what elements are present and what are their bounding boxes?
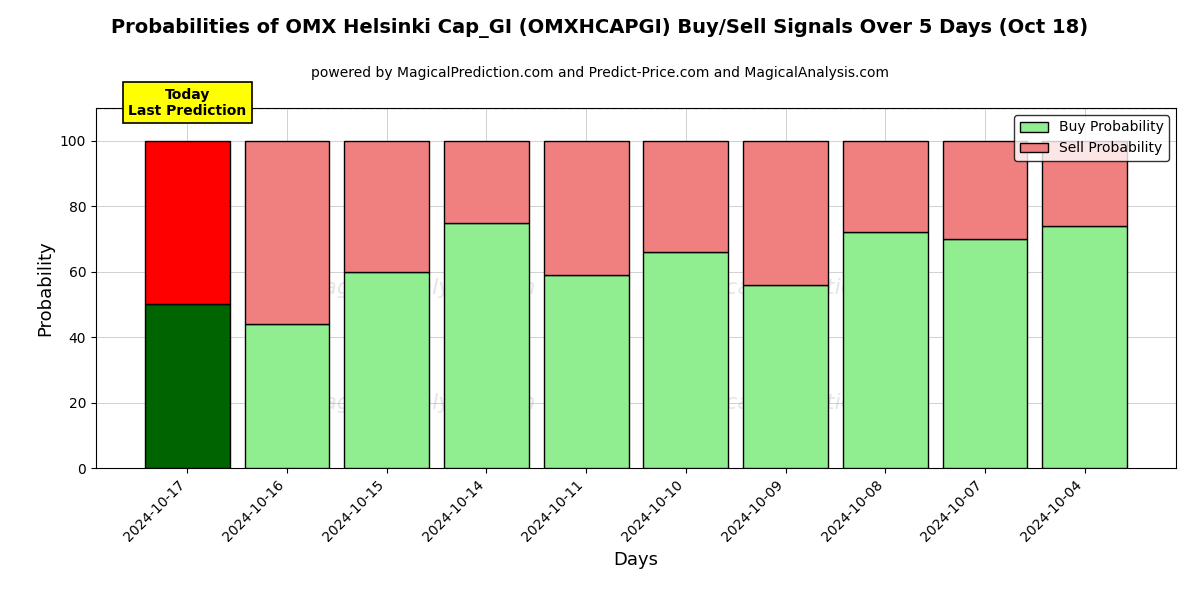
Bar	[245, 141, 330, 324]
Bar	[145, 304, 230, 468]
Y-axis label: Probability: Probability	[36, 240, 54, 336]
Bar	[344, 272, 430, 468]
Bar	[743, 285, 828, 468]
Bar	[942, 239, 1027, 468]
Bar	[444, 223, 529, 468]
Bar	[842, 141, 928, 232]
Bar	[743, 141, 828, 285]
Bar	[1042, 141, 1127, 226]
Text: Today
Last Prediction: Today Last Prediction	[128, 88, 246, 118]
Bar	[145, 141, 230, 304]
Text: powered by MagicalPrediction.com and Predict-Price.com and MagicalAnalysis.com: powered by MagicalPrediction.com and Pre…	[311, 66, 889, 80]
Text: Probabilities of OMX Helsinki Cap_GI (OMXHCAPGI) Buy/Sell Signals Over 5 Days (O: Probabilities of OMX Helsinki Cap_GI (OM…	[112, 18, 1088, 38]
Bar	[544, 141, 629, 275]
Bar	[643, 141, 728, 252]
Bar	[544, 275, 629, 468]
Bar	[245, 324, 330, 468]
Bar	[444, 141, 529, 223]
Bar	[344, 141, 430, 272]
Bar	[643, 252, 728, 468]
Bar	[842, 232, 928, 468]
Text: MagicalAnalysis.com: MagicalAnalysis.com	[305, 393, 535, 413]
Bar	[942, 141, 1027, 239]
Bar	[1042, 226, 1127, 468]
Legend: Buy Probability, Sell Probability: Buy Probability, Sell Probability	[1014, 115, 1169, 161]
Text: MagicalAnalysis.com: MagicalAnalysis.com	[305, 278, 535, 298]
Text: MagicalPrediction.com: MagicalPrediction.com	[672, 393, 924, 413]
X-axis label: Days: Days	[613, 551, 659, 569]
Text: MagicalPrediction.com: MagicalPrediction.com	[672, 278, 924, 298]
